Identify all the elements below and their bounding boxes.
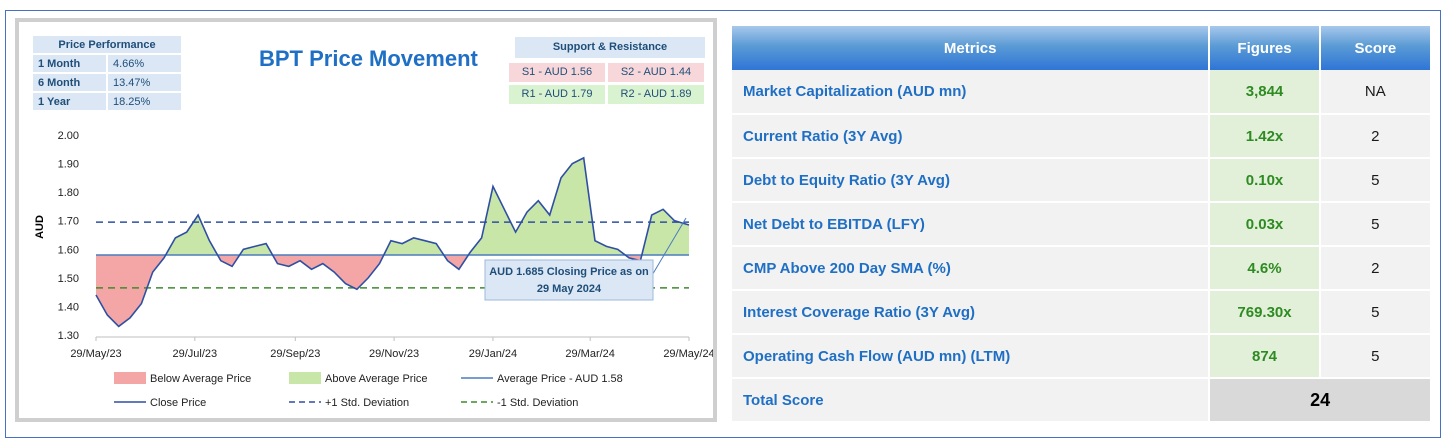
table-row: Interest Coverage Ratio (3Y Avg) 769.30x… <box>732 290 1430 335</box>
metric-figure: 874 <box>1209 334 1321 379</box>
pp-value-6m: 13.47% <box>108 74 181 91</box>
legend-label-minus-std: -1 Std. Deviation <box>497 397 578 409</box>
chart-title: BPT Price Movement <box>259 46 478 71</box>
header-metrics: Metrics <box>732 26 1211 70</box>
metric-label: Interest Coverage Ratio (3Y Avg) <box>732 290 1211 335</box>
above-average-area <box>239 243 273 255</box>
support-1: S1 - AUD 1.56 <box>509 63 605 82</box>
close-price-line <box>95 156 690 328</box>
x-axis: 29/May/23 29/Jul/23 29/Sep/23 29/Nov/23 29/J… <box>70 336 713 360</box>
x-tick-label: 29/May/24 <box>663 348 713 360</box>
table-row: CMP Above 200 Day SMA (%) 4.6% 2 <box>732 246 1430 291</box>
callout-line-1: AUD 1.685 Closing Price as on <box>489 266 649 278</box>
metric-figure: 1.42x <box>1209 114 1321 159</box>
callout-pointer <box>650 217 687 278</box>
legend-swatch-below <box>114 372 146 384</box>
legend-label-close: Close Price <box>150 397 206 409</box>
y-tick-label: 1.90 <box>58 159 79 171</box>
total-score-value: 24 <box>1209 378 1430 423</box>
x-tick-label: 29/Sep/23 <box>270 348 320 360</box>
metric-figure: 769.30x <box>1209 290 1321 335</box>
table-row: Current Ratio (3Y Avg) 1.42x 2 <box>732 114 1430 159</box>
legend-label-average: Average Price - AUD 1.58 <box>497 373 623 385</box>
callout: AUD 1.685 Closing Price as on 29 May 202… <box>484 217 687 301</box>
total-row: Total Score 24 <box>732 378 1430 423</box>
metric-figure: 3,844 <box>1209 70 1321 115</box>
y-tick-label: 1.60 <box>58 244 79 256</box>
metric-figure: 0.10x <box>1209 158 1321 203</box>
y-axis: 2.00 1.90 1.80 1.70 1.60 1.50 1.40 1.30 <box>58 130 79 342</box>
metric-score: 5 <box>1319 334 1430 379</box>
metrics-panel: Metrics Figures Score Market Capitalizat… <box>732 26 1432 423</box>
callout-box <box>484 259 654 301</box>
y-tick-label: 1.50 <box>58 273 79 285</box>
price-performance-header: Price Performance <box>33 36 181 53</box>
metrics-table: Metrics Figures Score Market Capitalizat… <box>732 26 1430 423</box>
metric-score: 5 <box>1319 158 1430 203</box>
legend-label-plus-std: +1 Std. Deviation <box>325 397 409 409</box>
metric-score: 2 <box>1319 246 1430 291</box>
pp-label-6m: 6 Month <box>33 74 106 91</box>
metric-label: Net Debt to EBITDA (LFY) <box>732 202 1211 247</box>
price-chart-panel: Price Performance 1 Month 4.66% 6 Month … <box>15 18 717 422</box>
x-tick-label: 29/Jul/23 <box>173 348 218 360</box>
total-score-label: Total Score <box>732 378 1211 423</box>
x-tick-label: 29/May/23 <box>70 348 121 360</box>
pp-label-1m: 1 Month <box>33 55 106 72</box>
legend-label-above: Above Average Price <box>325 373 428 385</box>
pp-value-1m: 4.66% <box>108 55 181 72</box>
metric-label: Debt to Equity Ratio (3Y Avg) <box>732 158 1211 203</box>
price-chart: 2.00 1.90 1.80 1.70 1.60 1.50 1.40 1.30 AUD 29/… <box>34 130 713 409</box>
support-resistance-header: Support & Resistance <box>515 37 705 58</box>
pp-value-1y: 18.25% <box>108 93 181 110</box>
y-tick-label: 2.00 <box>58 130 79 142</box>
y-axis-label: AUD <box>34 215 46 239</box>
y-tick-label: 1.80 <box>58 187 79 199</box>
price-performance-table: Price Performance 1 Month 4.66% 6 Month … <box>31 34 183 112</box>
below-average-area <box>217 255 240 267</box>
x-tick-label: 29/Mar/24 <box>565 348 615 360</box>
resistance-2: R2 - AUD 1.89 <box>608 85 704 104</box>
below-average-area <box>96 255 166 327</box>
x-tick-label: 29/Jan/24 <box>469 348 517 360</box>
metric-figure: 0.03x <box>1209 202 1321 247</box>
legend-swatch-above <box>289 372 321 384</box>
metric-figure: 4.6% <box>1209 246 1321 291</box>
table-row: Net Debt to EBITDA (LFY) 0.03x 5 <box>732 202 1430 247</box>
x-tick-label: 29/Nov/23 <box>369 348 419 360</box>
metric-label: CMP Above 200 Day SMA (%) <box>732 246 1211 291</box>
above-average-area <box>468 157 626 255</box>
metric-label: Market Capitalization (AUD mn) <box>732 70 1211 115</box>
metric-score: NA <box>1319 70 1430 115</box>
legend-label-below: Below Average Price <box>150 373 251 385</box>
above-average-area <box>641 209 689 255</box>
pp-label-1y: 1 Year <box>33 93 106 110</box>
resistance-1: R1 - AUD 1.79 <box>509 85 605 104</box>
y-tick-label: 1.40 <box>58 301 79 313</box>
header-figures: Figures <box>1209 26 1321 70</box>
support-2: S2 - AUD 1.44 <box>608 63 704 82</box>
above-average-area <box>165 215 218 255</box>
table-row: Market Capitalization (AUD mn) 3,844 NA <box>732 70 1430 115</box>
below-average-area <box>443 255 469 270</box>
metric-label: Operating Cash Flow (AUD mn) (LTM) <box>732 334 1211 379</box>
fill-areas <box>96 157 689 327</box>
header-score: Score <box>1319 26 1430 70</box>
table-row: Debt to Equity Ratio (3Y Avg) 0.10x 5 <box>732 158 1430 203</box>
callout-line-2: 29 May 2024 <box>537 283 602 295</box>
legend: Below Average Price Above Average Price … <box>114 372 623 409</box>
metric-score: 2 <box>1319 114 1430 159</box>
metric-score: 5 <box>1319 202 1430 247</box>
below-average-area <box>272 255 384 290</box>
metric-label: Current Ratio (3Y Avg) <box>732 114 1211 159</box>
y-tick-label: 1.30 <box>58 330 79 342</box>
y-tick-label: 1.70 <box>58 216 79 228</box>
metric-score: 5 <box>1319 290 1430 335</box>
table-row: Operating Cash Flow (AUD mn) (LTM) 874 5 <box>732 334 1430 379</box>
